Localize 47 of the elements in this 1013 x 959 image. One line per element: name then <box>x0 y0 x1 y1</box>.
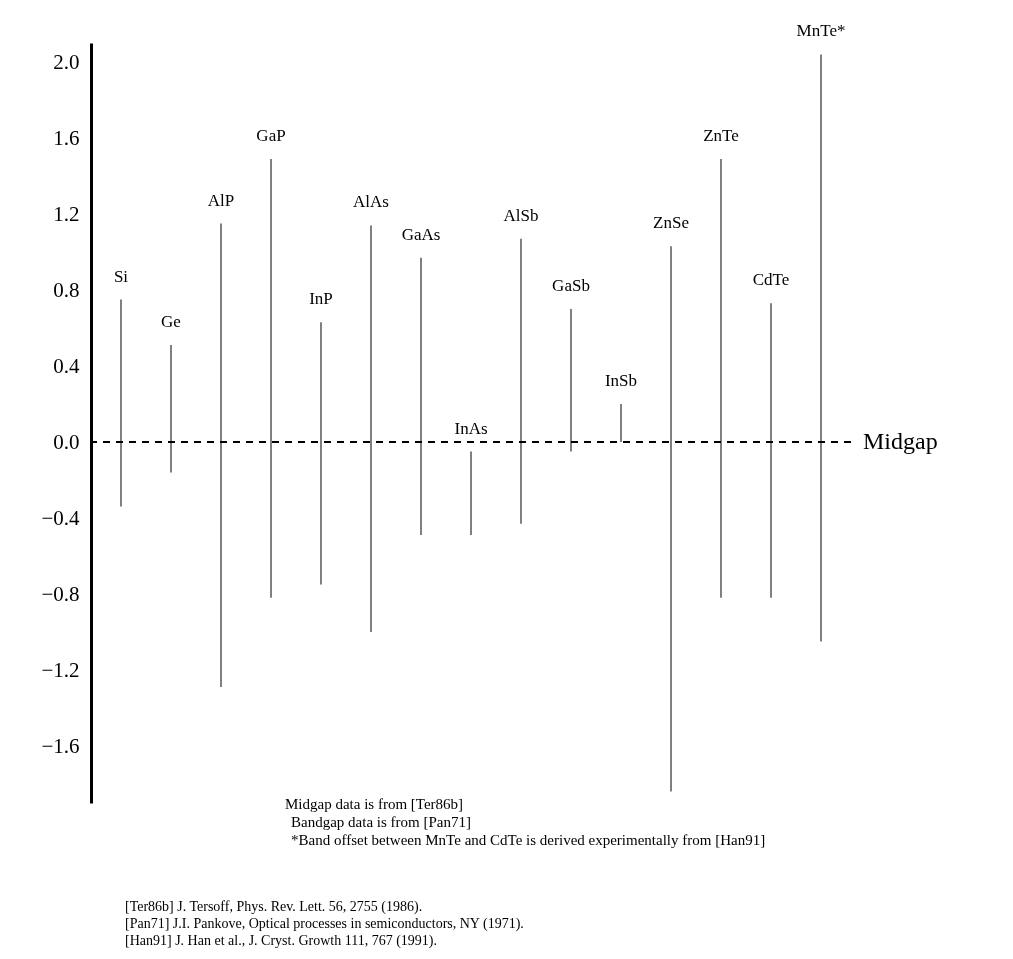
bar <box>620 404 622 442</box>
text: [Pan71] J.I. Pankove, Optical processes in semiconductors, NY (1971). <box>125 915 524 932</box>
bar <box>820 54 822 642</box>
x-tick-label: Si <box>113 266 129 286</box>
y-tick-label: 1.2 <box>53 201 80 226</box>
x-tick-label: AlSb <box>503 205 539 225</box>
y-tick-label: −1.6 <box>41 733 80 758</box>
bar <box>320 322 322 585</box>
bar <box>120 299 122 507</box>
bar <box>520 238 522 524</box>
text: [Han91] J. Han et al., J. Cryst. Growth 111, 767 (1991). <box>125 932 438 949</box>
y-tick-label: 1.6 <box>53 125 80 150</box>
x-tick-label: AlAs <box>353 192 389 212</box>
ref-line-label: Midgap <box>863 428 938 454</box>
y-tick-label: −0.8 <box>41 581 80 606</box>
bar <box>770 303 772 598</box>
x-tick-label: ZnTe <box>703 125 739 145</box>
y-tick-label: 0.8 <box>53 277 80 302</box>
bar <box>420 257 422 536</box>
x-tick-label: GaSb <box>552 276 590 295</box>
text: Bandgap data is from [Pan71] <box>290 813 472 831</box>
y-tick-label: 0.0 <box>53 429 80 454</box>
bar <box>270 158 272 598</box>
x-tick-label: InSb <box>604 371 638 390</box>
y-tick-label: −0.4 <box>41 505 80 530</box>
x-tick-label: GaP <box>256 125 286 145</box>
x-tick-label: InP <box>309 289 333 309</box>
text: [Ter86b] J. Tersoff, Phys. Rev. Lett. 56, 2755 (1986). <box>125 898 424 915</box>
x-tick-label: MnTe* <box>796 21 846 41</box>
x-tick-label: GaAs <box>401 224 441 244</box>
annotation: Midgap data is from [Ter86b] <box>285 795 465 813</box>
bar <box>670 246 672 792</box>
text: *Band offset between MnTe and CdTe is derived experimentally from [Han91] <box>290 831 766 849</box>
y-tick-label: 0.4 <box>53 353 80 378</box>
x-tick-label: CdTe <box>752 270 790 290</box>
bar <box>220 223 222 688</box>
x-tick-label: AlP <box>207 190 235 210</box>
bar <box>370 225 372 632</box>
y-tick-label: −1.2 <box>41 657 80 682</box>
x-tick-label: InAs <box>454 418 488 438</box>
bar <box>470 451 472 536</box>
bar <box>720 158 722 598</box>
y-tick-label: 2.0 <box>53 49 80 74</box>
bar <box>570 309 572 452</box>
bar <box>170 345 172 473</box>
x-tick-label: Ge <box>161 312 181 332</box>
x-tick-label: ZnSe <box>653 213 689 233</box>
